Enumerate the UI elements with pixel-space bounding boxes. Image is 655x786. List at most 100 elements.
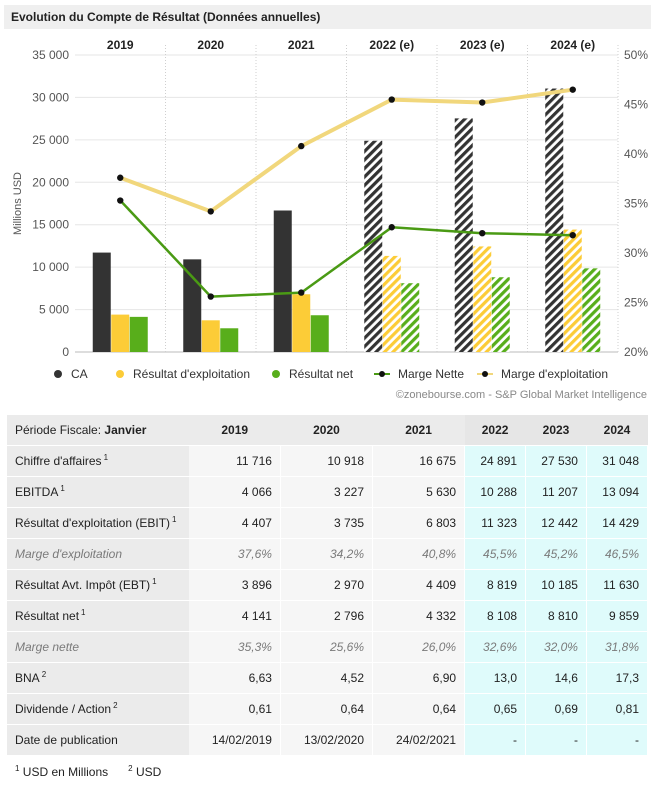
table-cell: 35,3%: [189, 631, 281, 663]
table-cell: 46,5%: [586, 538, 649, 570]
table-cell: 4 407: [189, 507, 281, 539]
table-cell: 3 735: [280, 507, 374, 539]
table-cell: 0,61: [189, 693, 281, 725]
y2-tick-label: 35%: [624, 197, 648, 211]
row-label: Chiffre d'affaires 1: [7, 445, 189, 477]
row-label: BNA 2: [7, 662, 189, 694]
bar-ca: [545, 88, 564, 353]
table-cell: 3 227: [280, 476, 374, 508]
table-cell: 4 066: [189, 476, 281, 508]
y-tick-label: 0: [62, 345, 69, 359]
table-cell: 24/02/2021: [372, 724, 466, 756]
bar-ca: [273, 210, 292, 352]
category-label: 2019: [107, 38, 134, 52]
table-cell: 34,2%: [280, 538, 374, 570]
footnote: 1 USD en Millions: [15, 764, 109, 779]
legend-item[interactable]: Marge d'exploitation: [477, 367, 608, 381]
table-cell: 2 970: [280, 569, 374, 601]
bar-ca: [364, 140, 383, 352]
footnote-marker: 2: [128, 764, 133, 773]
year-header: 2022: [464, 415, 526, 446]
bar-r-sultat-d-exploitation: [111, 314, 130, 352]
footnote-marker: 1: [60, 484, 65, 493]
table-cell: 3 896: [189, 569, 281, 601]
line-point: [298, 142, 305, 150]
table-header-row: Période Fiscale: Janvier 2019 2020 2021 202…: [7, 415, 648, 446]
legend-label: Résultat d'exploitation: [133, 367, 251, 381]
year-header: 2023: [525, 415, 587, 446]
table-cell: 4 141: [189, 600, 281, 632]
table-cell: 12 442: [525, 507, 587, 539]
footnote-marker: 2: [41, 670, 47, 679]
table-cell: 0,64: [372, 693, 466, 725]
table-cell: 10 288: [464, 476, 527, 508]
y-tick-label: 20 000: [32, 175, 69, 189]
line-point: [388, 224, 395, 231]
legend-item[interactable]: Résultat d'exploitation: [116, 367, 250, 381]
table-cell: 24 891: [464, 445, 527, 477]
footnote-marker: 1: [152, 577, 157, 586]
bar-r-sultat-net: [129, 316, 148, 352]
line-point: [117, 174, 124, 181]
legend-item[interactable]: Résultat net: [272, 367, 353, 381]
footnote-marker: 1: [15, 764, 20, 773]
table-cell: 10 185: [525, 569, 587, 601]
y-tick-label: 10 000: [32, 260, 69, 274]
row-label: Résultat net 1: [7, 600, 189, 632]
table-cell: 25,6%: [280, 631, 374, 663]
category-label: 2022 (e): [369, 38, 414, 52]
legend-item[interactable]: CA: [54, 367, 88, 381]
bar-r-sultat-net: [582, 268, 601, 352]
table-row: EBITDA 1 4 066 3 227 5 630 10 288 11 207 13 094: [7, 476, 649, 508]
table-row: Résultat d'exploitation (EBIT) 1 4 407 3 73…: [7, 507, 649, 539]
footnote: 2 USD: [128, 764, 162, 779]
table-cell: 31 048: [586, 445, 649, 477]
table-cell: 11 630: [586, 569, 649, 601]
y-tick-label: 15 000: [32, 218, 69, 232]
table-cell: 27 530: [525, 445, 587, 477]
table-cell: 4 332: [372, 600, 466, 632]
table-row: Dividende / Action 2 0,61 0,64 0,64 0,65 0,69 0…: [7, 693, 649, 725]
table-cell: 40,8%: [372, 538, 466, 570]
period-value: Janvier: [104, 422, 147, 437]
footnote-marker: 1: [103, 453, 109, 462]
line-marge-nette: [119, 199, 573, 298]
bar-r-sultat-d-exploitation: [473, 246, 492, 352]
legend-dot-icon: [116, 370, 124, 378]
table-cell: 26,0%: [372, 631, 466, 663]
table-cell: 2 796: [280, 600, 374, 632]
source-credit: ©zonebourse.com - S&P Global Market Inte…: [395, 389, 647, 401]
table-cell: 13 094: [586, 476, 649, 508]
table-row: Résultat net 1 4 141 2 796 4 332 8 108 8 810 9 …: [7, 600, 649, 632]
table-cell: -: [464, 724, 527, 756]
table-cell: 6 803: [372, 507, 466, 539]
table-cell: 4 409: [372, 569, 466, 601]
category-label: 2021: [288, 38, 315, 52]
chart-title: Evolution du Compte de Résultat (Données…: [11, 10, 321, 24]
y-axis-title: Millions USD: [12, 172, 24, 235]
line-point: [388, 96, 395, 103]
line-point: [479, 99, 486, 106]
legend-item[interactable]: Marge Nette: [374, 367, 464, 381]
line-point: [569, 86, 576, 93]
table-cell: 17,3: [586, 662, 649, 694]
table-cell: 6,90: [372, 662, 466, 694]
period-header: Période Fiscale: Janvier: [7, 415, 189, 446]
chart-title-bar: Evolution du Compte de Résultat (Données…: [4, 5, 651, 29]
table-cell: 6,63: [189, 662, 281, 694]
y-tick-label: 30 000: [32, 90, 69, 104]
footnote-marker: 1: [172, 515, 177, 524]
table-cell: 37,6%: [189, 538, 281, 570]
y-tick-label: 5 000: [39, 303, 69, 317]
table-row: Date de publication 14/02/2019 13/02/2020 2…: [7, 724, 649, 756]
bar-r-sultat-d-exploitation: [201, 320, 220, 352]
line-point: [569, 231, 576, 239]
year-header: 2024: [586, 415, 648, 446]
row-label: Résultat Avt. Impôt (EBT) 1: [7, 569, 189, 601]
y-tick-label: 35 000: [32, 48, 69, 62]
year-header: 2021: [372, 415, 465, 446]
legend-dot-icon: [272, 370, 280, 378]
table-cell: 11 323: [464, 507, 527, 539]
table-cell: 32,0%: [525, 631, 587, 663]
category-label: 2020: [197, 38, 224, 52]
